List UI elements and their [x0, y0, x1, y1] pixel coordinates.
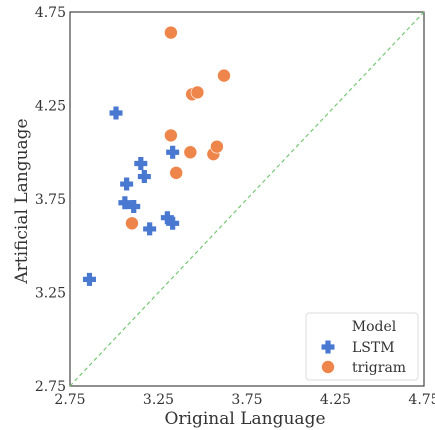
lstm-point — [82, 272, 96, 286]
legend-title: Model — [352, 319, 397, 335]
lstm-point — [166, 216, 180, 230]
y-tick-label: 4.25 — [35, 99, 66, 115]
trigram-point — [210, 139, 224, 154]
lstm-point — [160, 211, 174, 225]
data-marks — [82, 25, 231, 286]
axis-ticks: 2.75 3.25 3.75 4.25 4.75 2.75 3.25 3.75 4.25 4.75 — [35, 5, 435, 408]
y-tick-label: 3.75 — [35, 192, 66, 208]
x-tick-label: 3.25 — [143, 392, 174, 408]
x-tick-label: 2.75 — [54, 392, 85, 408]
legend-lstm-marker — [321, 340, 335, 354]
y-tick-label: 2.75 — [35, 379, 66, 395]
trigram-point — [169, 166, 183, 180]
y-tick-label: 3.25 — [35, 286, 66, 302]
lstm-point — [120, 177, 134, 191]
trigram-point — [190, 85, 205, 100]
legend-trigram-label: trigram — [352, 360, 406, 376]
trigram-point — [164, 128, 178, 143]
lstm-point — [134, 156, 148, 170]
legend-trigram-marker — [321, 360, 335, 374]
x-tick-label: 4.75 — [408, 392, 435, 408]
trigram-point — [164, 25, 178, 40]
x-tick-label: 3.75 — [231, 392, 262, 408]
x-tick-label: 4.25 — [320, 392, 351, 408]
lstm-point — [109, 106, 123, 120]
y-axis-label: Artificial Language — [12, 118, 32, 284]
legend-box — [305, 312, 419, 381]
reference-diagonal-line — [69, 11, 425, 387]
lstm-point — [137, 170, 151, 184]
x-axis-label: Original Language — [164, 409, 325, 429]
lstm-point — [143, 222, 157, 236]
legend-lstm-label: LSTM — [352, 340, 395, 356]
lstm-point — [166, 145, 180, 159]
lstm-point — [118, 196, 132, 210]
y-tick-label: 4.75 — [35, 5, 66, 21]
legend: Model LSTM trigram — [305, 312, 419, 381]
lstm-point — [127, 199, 141, 213]
trigram-point — [183, 145, 198, 160]
trigram-point — [217, 68, 231, 83]
trigram-point — [125, 216, 139, 231]
